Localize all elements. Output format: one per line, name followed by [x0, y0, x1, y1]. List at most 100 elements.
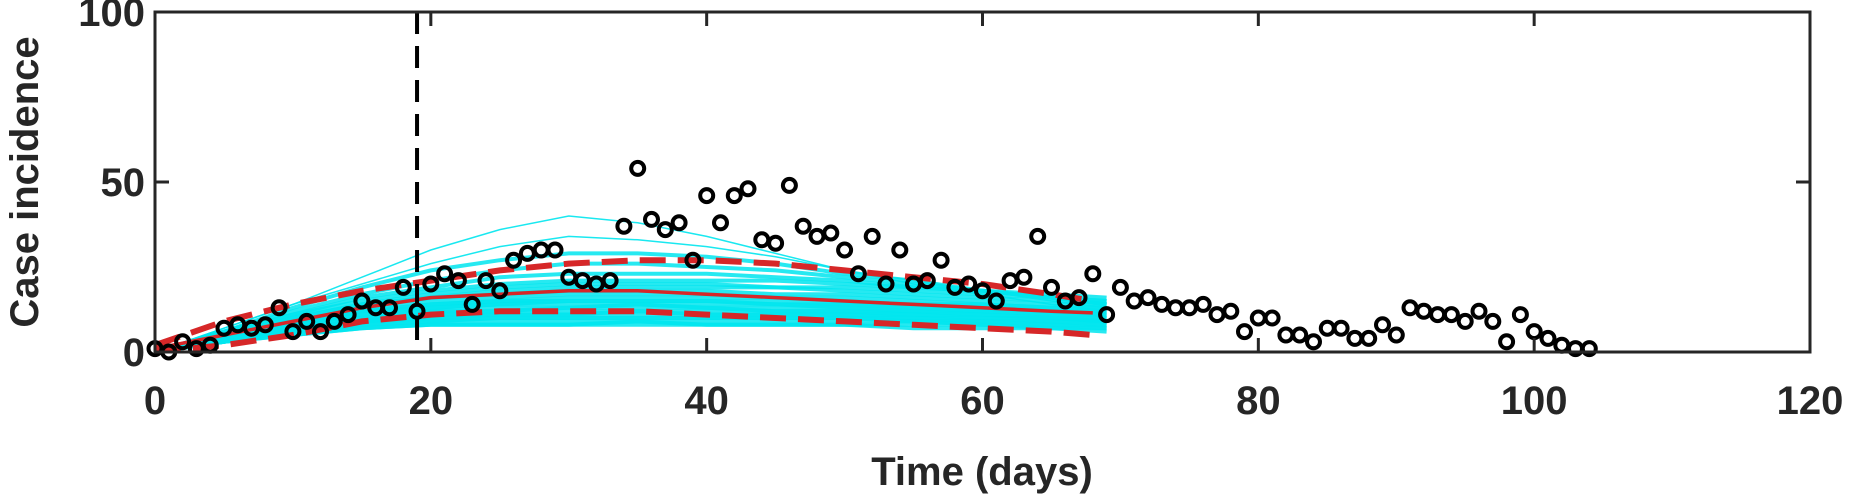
observed-point: [1139, 289, 1157, 307]
observed-point: [1360, 329, 1378, 347]
x-tick-label: 0: [144, 379, 166, 423]
observed-point: [1415, 302, 1433, 320]
observed-point: [477, 272, 495, 290]
observed-point: [394, 278, 412, 296]
observed-point: [1043, 278, 1060, 296]
observed-point: [353, 292, 371, 310]
x-tick-label: 80: [1236, 379, 1281, 423]
observed-point: [643, 210, 660, 228]
observed-point: [1098, 306, 1116, 324]
observed-point: [1401, 299, 1419, 317]
observed-point: [1346, 329, 1364, 347]
x-tick-label: 20: [409, 379, 454, 423]
observed-point: [822, 224, 840, 242]
observed-point: [284, 323, 302, 341]
axis-ticks: 0 20 40 60 80 100 120 0 50 100: [78, 0, 1843, 423]
observed-point: [1153, 295, 1171, 313]
observed-point: [656, 221, 674, 239]
observed-point: [532, 241, 550, 259]
observed-point: [601, 272, 619, 290]
observed-point: [1553, 336, 1571, 354]
observed-point: [794, 217, 812, 235]
observed-point: [256, 316, 274, 334]
observed-point: [449, 272, 467, 290]
observed-point: [1387, 326, 1405, 344]
observed-point: [1332, 319, 1350, 337]
observed-point: [1001, 272, 1019, 290]
observed-point: [1263, 309, 1281, 327]
observed-point: [684, 251, 702, 269]
observed-point: [712, 214, 729, 232]
observed-point: [1484, 312, 1502, 330]
observed-point: [1277, 326, 1295, 344]
y-tick-label: 0: [123, 331, 145, 375]
observed-point: [918, 272, 936, 290]
observed-point: [1236, 323, 1253, 341]
observed-point: [422, 275, 440, 293]
observed-point: [1580, 340, 1598, 358]
x-tick-label: 100: [1501, 379, 1568, 423]
observed-point: [1511, 306, 1529, 324]
observed-points: [146, 159, 1598, 361]
y-axis-label: Case incidence: [3, 36, 47, 327]
observed-point: [505, 251, 523, 269]
observed-point: [808, 227, 826, 245]
observed-point: [1305, 333, 1322, 351]
observed-point: [1070, 289, 1088, 307]
observed-point: [1429, 306, 1447, 324]
fit-mean-curve: [155, 289, 1093, 351]
observed-point: [780, 176, 798, 194]
observed-point: [312, 323, 329, 341]
observed-point: [1456, 312, 1474, 330]
observed-point: [381, 299, 398, 317]
observed-point: [891, 241, 909, 259]
x-tick-label: 60: [960, 379, 1005, 423]
observed-point: [546, 241, 564, 259]
observed-point: [560, 268, 578, 286]
x-axis-label: Time (days): [871, 450, 1093, 494]
observed-point: [298, 312, 316, 330]
observed-point: [1125, 292, 1143, 310]
observed-point: [932, 251, 950, 269]
observed-point: [1015, 268, 1033, 286]
observed-point: [518, 244, 536, 262]
observed-point: [1167, 299, 1185, 317]
observed-point: [629, 159, 647, 177]
observed-point: [1470, 302, 1488, 320]
observed-point: [974, 282, 991, 300]
observed-point: [1291, 326, 1309, 344]
observed-point: [463, 295, 481, 313]
y-tick-label: 50: [101, 161, 146, 205]
observed-point: [339, 306, 357, 324]
observed-point: [1029, 227, 1047, 245]
observed-point: [1498, 333, 1516, 351]
observed-point: [1525, 323, 1543, 341]
observed-point: [1318, 319, 1336, 337]
observed-point: [753, 231, 771, 249]
observed-point: [877, 275, 895, 293]
observed-point: [1249, 309, 1267, 327]
observed-point: [1442, 306, 1460, 324]
observed-point: [1084, 265, 1102, 283]
observed-point: [1111, 278, 1129, 296]
observed-point: [1374, 316, 1391, 334]
y-tick-label: 100: [78, 0, 145, 35]
observed-point: [325, 312, 343, 330]
observed-point: [436, 265, 454, 283]
observed-point: [491, 282, 509, 300]
observed-point: [698, 187, 716, 205]
observed-point: [1222, 302, 1240, 320]
ensemble-curve: [155, 285, 1107, 352]
observed-point: [1539, 329, 1557, 347]
x-tick-label: 120: [1777, 379, 1844, 423]
observed-point: [767, 234, 785, 252]
observed-point: [174, 333, 192, 351]
observed-point: [1180, 299, 1198, 317]
observed-point: [863, 227, 881, 245]
observed-point: [960, 275, 978, 293]
observed-point: [1194, 295, 1212, 313]
observed-point: [270, 299, 288, 317]
observed-point: [408, 302, 426, 320]
x-tick-label: 40: [684, 379, 729, 423]
